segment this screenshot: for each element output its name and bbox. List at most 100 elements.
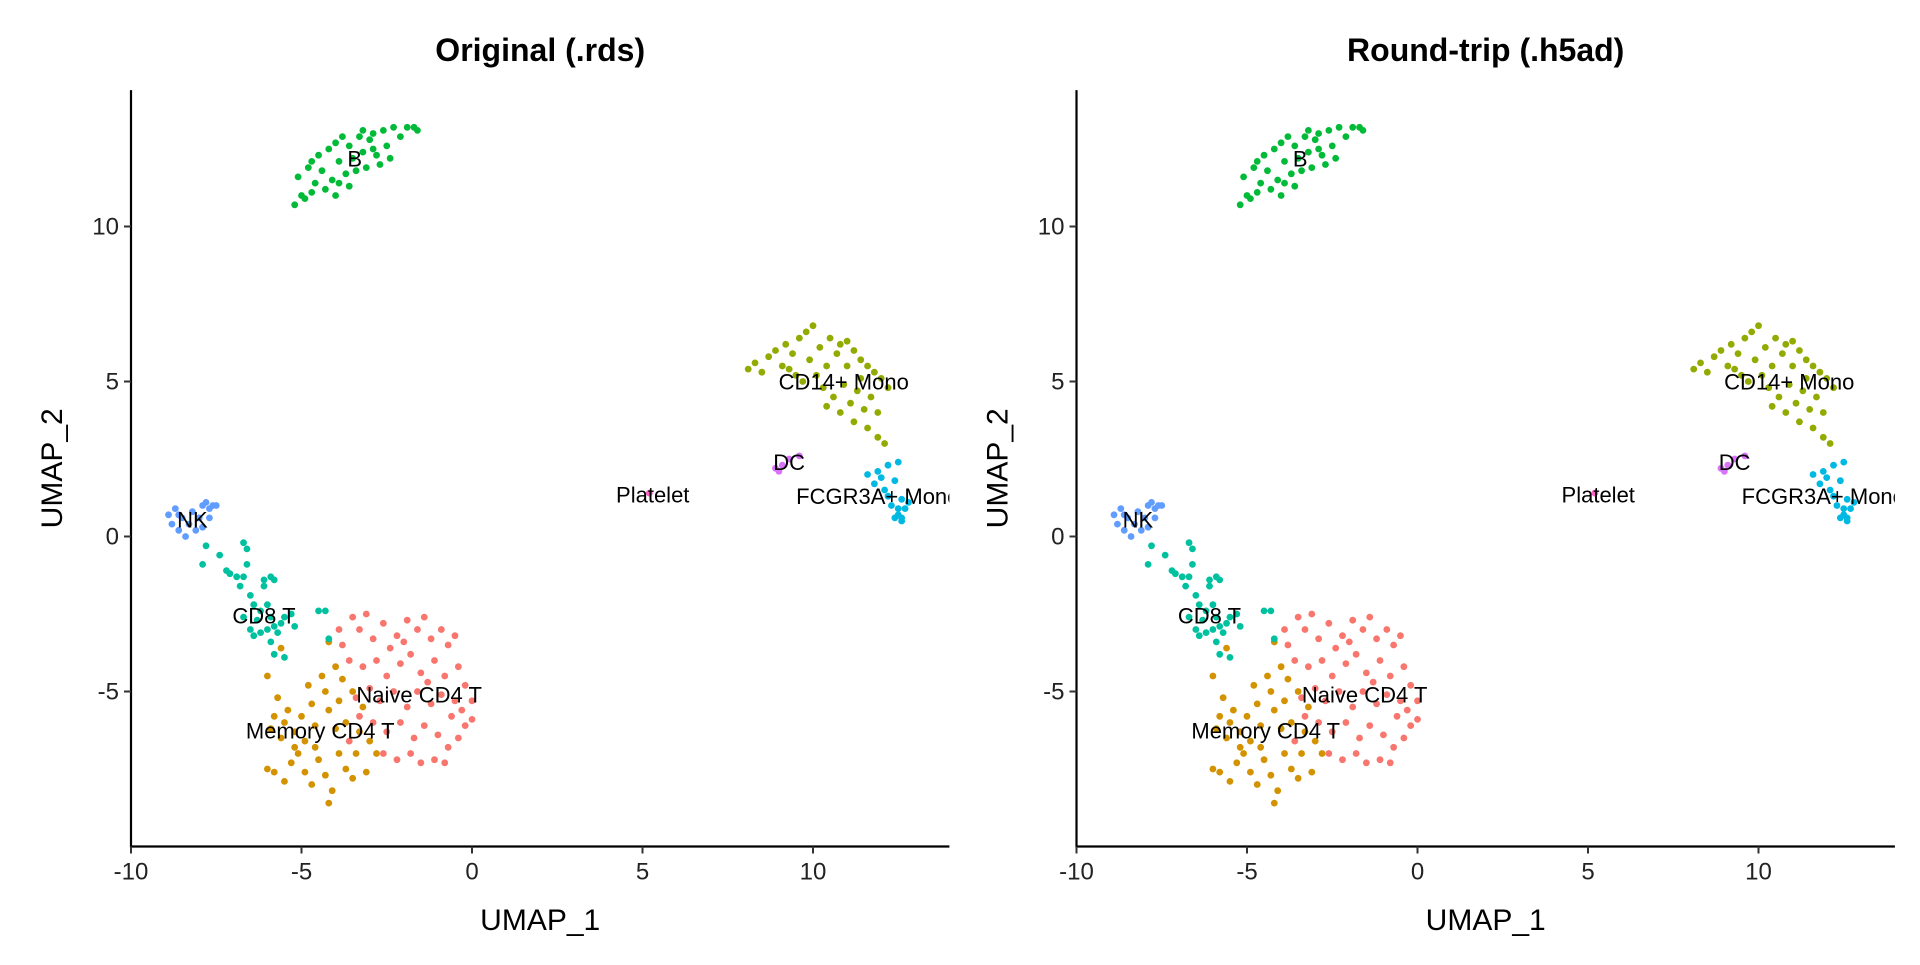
cell-point-naive-cd4-t: [1380, 731, 1387, 739]
cell-point-naive-cd4-t: [1335, 688, 1343, 695]
cell-point-naive-cd4-t: [1397, 632, 1404, 640]
cell-point-cd14-mono: [867, 393, 875, 401]
cell-point-b: [1284, 133, 1292, 141]
cell-point-naive-cd4-t: [1414, 697, 1421, 705]
cell-point-dc: [785, 455, 793, 463]
cell-point-memory-cd4-t: [1274, 787, 1282, 795]
x-tick-label: 10: [800, 859, 827, 886]
cell-point-cd8-t: [1182, 582, 1190, 590]
cell-point-b: [1291, 182, 1299, 190]
cell-point-b: [1277, 139, 1285, 147]
cell-point-memory-cd4-t: [328, 787, 336, 795]
cell-point-memory-cd4-t: [342, 719, 350, 726]
cell-point-naive-cd4-t: [400, 638, 408, 646]
cell-point-cd8-t: [236, 582, 244, 590]
cell-point-fcgr3a-mono: [1809, 471, 1817, 478]
cell-point-cd14-mono: [809, 322, 817, 330]
cell-point-cd8-t: [1144, 561, 1152, 568]
cell-point-naive-cd4-t: [1383, 626, 1391, 633]
cell-point-memory-cd4-t: [335, 750, 343, 757]
cell-point-memory-cd4-t: [1311, 737, 1319, 745]
cell-point-b: [1304, 126, 1312, 134]
cell-point-cd14-mono: [864, 424, 871, 432]
x-tick-label: -5: [291, 859, 312, 886]
cell-point-fcgr3a-mono: [1816, 480, 1824, 488]
cell-point-b: [1311, 136, 1319, 144]
cell-point-cd14-mono: [1826, 440, 1834, 447]
cell-point-naive-cd4-t: [352, 694, 360, 702]
cell-point-memory-cd4-t: [270, 768, 278, 776]
cell-point-nk: [1120, 526, 1128, 534]
cell-point-cd14-mono: [806, 356, 813, 364]
cell-point-cd14-mono: [850, 347, 858, 354]
cell-point-nk: [1158, 502, 1166, 509]
cell-point-b: [1318, 151, 1326, 159]
cell-point-cd8-t: [1206, 582, 1213, 590]
cell-point-cd14-mono: [1768, 362, 1776, 370]
cell-point-cd14-mono: [751, 359, 759, 367]
cell-point-memory-cd4-t: [315, 756, 322, 764]
cell-point-cd8-t: [267, 613, 275, 621]
points-layer: [165, 123, 912, 807]
cell-point-naive-cd4-t: [444, 743, 452, 751]
cell-point-b: [1267, 185, 1275, 193]
cell-point-memory-cd4-t: [267, 725, 275, 733]
cell-point-b: [1322, 161, 1329, 168]
cell-point-fcgr3a-mono: [870, 480, 878, 488]
cell-point-memory-cd4-t: [1284, 675, 1292, 683]
cell-point-cd8-t: [246, 592, 254, 599]
cell-point-nk: [199, 523, 207, 531]
cell-point-naive-cd4-t: [339, 641, 346, 649]
panel-title: Original (.rds): [435, 32, 645, 68]
cell-point-b: [308, 158, 316, 165]
cell-point-naive-cd4-t: [437, 691, 445, 698]
cell-point-memory-cd4-t: [304, 681, 312, 689]
cell-point-b: [1342, 133, 1350, 141]
cluster-label: Memory CD4 T: [246, 718, 395, 743]
cell-point-memory-cd4-t: [1281, 750, 1288, 757]
cluster-label: CD8 T: [232, 604, 295, 629]
y-tick-label: -5: [1043, 679, 1064, 706]
y-axis-title: UMAP_2: [36, 408, 69, 528]
cell-point-memory-cd4-t: [1247, 737, 1254, 745]
cell-point-b: [1240, 173, 1247, 181]
cell-point-b: [318, 167, 326, 175]
cell-point-cd14-mono: [1772, 334, 1779, 342]
cell-point-b: [1281, 158, 1288, 165]
cell-point-naive-cd4-t: [396, 719, 404, 726]
cell-point-naive-cd4-t: [1390, 641, 1398, 649]
cell-point-b: [356, 133, 363, 141]
cell-point-memory-cd4-t: [332, 663, 339, 671]
cluster-label: CD8 T: [1178, 604, 1241, 629]
cell-point-platelet: [1591, 489, 1599, 497]
cell-point-naive-cd4-t: [379, 750, 387, 757]
cell-point-naive-cd4-t: [1414, 716, 1421, 723]
y-tick-label: 5: [1051, 369, 1064, 396]
cell-point-memory-cd4-t: [1209, 765, 1217, 773]
cell-point-memory-cd4-t: [301, 737, 309, 745]
cell-point-cd14-mono: [802, 328, 810, 336]
points-layer: [1110, 123, 1858, 807]
cell-point-b: [1301, 133, 1309, 141]
cell-point-b: [1332, 154, 1340, 162]
cell-point-cd14-mono: [1819, 433, 1827, 441]
cell-point-memory-cd4-t: [373, 750, 380, 757]
cell-point-naive-cd4-t: [414, 688, 421, 695]
cell-point-cd8-t: [267, 638, 275, 646]
y-tick-label: 0: [1051, 524, 1064, 551]
cell-point-cd8-t: [253, 616, 261, 624]
cell-point-nk: [195, 514, 203, 522]
cell-point-fcgr3a-mono: [1823, 474, 1831, 481]
cell-point-b: [1281, 179, 1288, 187]
cell-point-b: [311, 179, 319, 187]
cell-point-memory-cd4-t: [1318, 750, 1326, 757]
cell-point-cd8-t: [1195, 632, 1203, 640]
cell-point-cd8-t: [1212, 613, 1220, 621]
cell-point-cd14-mono: [813, 371, 820, 379]
cell-point-cd14-mono: [840, 381, 848, 388]
cell-point-memory-cd4-t: [1212, 725, 1220, 733]
cell-point-b: [369, 145, 377, 153]
cell-point-fcgr3a-mono: [1830, 461, 1837, 469]
cell-point-cd14-mono: [1819, 409, 1827, 416]
cell-point-naive-cd4-t: [1301, 626, 1309, 633]
